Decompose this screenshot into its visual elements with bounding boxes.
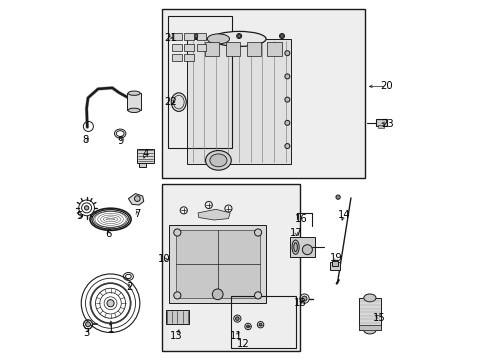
Bar — [196, 33, 205, 40]
Bar — [184, 44, 193, 51]
Text: 1: 1 — [107, 324, 114, 334]
Circle shape — [212, 289, 223, 300]
Circle shape — [335, 195, 340, 199]
Bar — [176, 230, 259, 298]
Circle shape — [237, 35, 240, 37]
Bar — [267, 42, 281, 56]
Bar — [246, 42, 261, 56]
Circle shape — [246, 325, 249, 328]
Circle shape — [134, 196, 140, 202]
Bar — [230, 296, 296, 348]
Ellipse shape — [128, 91, 140, 95]
Text: 15: 15 — [372, 312, 385, 323]
Text: 21: 21 — [163, 33, 176, 43]
Circle shape — [173, 292, 181, 299]
Ellipse shape — [363, 326, 375, 334]
Text: 10: 10 — [158, 254, 170, 264]
Text: 22: 22 — [163, 97, 176, 107]
Circle shape — [173, 229, 181, 236]
Circle shape — [259, 323, 262, 326]
Ellipse shape — [363, 294, 375, 302]
Text: 18: 18 — [293, 298, 305, 308]
Bar — [127, 93, 141, 111]
Bar — [139, 163, 145, 167]
Ellipse shape — [209, 154, 226, 167]
Text: 23: 23 — [380, 118, 393, 129]
Text: 19: 19 — [329, 253, 343, 263]
Ellipse shape — [171, 93, 186, 111]
Text: 16: 16 — [294, 213, 306, 224]
Circle shape — [302, 296, 306, 301]
Bar — [378, 125, 384, 128]
Circle shape — [193, 33, 198, 39]
Circle shape — [194, 35, 197, 37]
Circle shape — [279, 33, 284, 39]
Text: 12: 12 — [237, 339, 249, 348]
Text: 2: 2 — [126, 282, 132, 292]
Text: 20: 20 — [380, 81, 392, 91]
Circle shape — [84, 206, 88, 210]
Circle shape — [285, 51, 289, 56]
Bar — [162, 9, 365, 178]
Ellipse shape — [291, 240, 299, 254]
Circle shape — [280, 35, 283, 37]
Circle shape — [285, 144, 289, 149]
Bar — [167, 16, 231, 148]
Bar — [162, 184, 299, 351]
Ellipse shape — [212, 31, 265, 46]
Bar — [205, 42, 219, 56]
Bar — [169, 225, 265, 303]
Circle shape — [285, 120, 289, 125]
Ellipse shape — [207, 34, 229, 44]
Ellipse shape — [128, 108, 140, 112]
Circle shape — [236, 33, 241, 39]
Text: 3: 3 — [83, 328, 90, 338]
Text: 6: 6 — [105, 229, 112, 239]
Bar — [184, 33, 193, 40]
Bar — [290, 237, 314, 257]
Text: 7: 7 — [134, 209, 140, 219]
Circle shape — [285, 74, 289, 79]
Text: 5: 5 — [76, 211, 82, 221]
Circle shape — [235, 317, 239, 320]
Circle shape — [85, 322, 90, 327]
Polygon shape — [198, 209, 230, 220]
Bar — [331, 261, 337, 266]
Bar — [375, 119, 386, 126]
Bar — [184, 54, 193, 62]
Polygon shape — [128, 194, 143, 205]
Bar — [187, 39, 290, 164]
Text: 4: 4 — [142, 149, 148, 159]
Text: 8: 8 — [82, 135, 89, 145]
Circle shape — [254, 292, 261, 299]
Text: 9: 9 — [117, 136, 123, 147]
Bar — [196, 44, 205, 51]
Bar — [172, 44, 181, 51]
Bar — [329, 262, 340, 270]
Text: 11: 11 — [229, 332, 242, 342]
Text: 14: 14 — [337, 210, 349, 220]
Circle shape — [254, 229, 261, 236]
Bar — [165, 310, 189, 324]
Bar — [358, 325, 380, 330]
Bar — [358, 298, 380, 330]
Text: 13: 13 — [170, 332, 183, 342]
Bar — [172, 54, 181, 62]
Circle shape — [285, 97, 289, 102]
Circle shape — [302, 245, 312, 255]
Bar — [225, 42, 240, 56]
Bar — [136, 149, 153, 163]
Ellipse shape — [293, 243, 297, 252]
Bar — [172, 33, 181, 40]
Text: 17: 17 — [289, 228, 302, 238]
Ellipse shape — [205, 150, 231, 170]
Circle shape — [107, 300, 114, 307]
